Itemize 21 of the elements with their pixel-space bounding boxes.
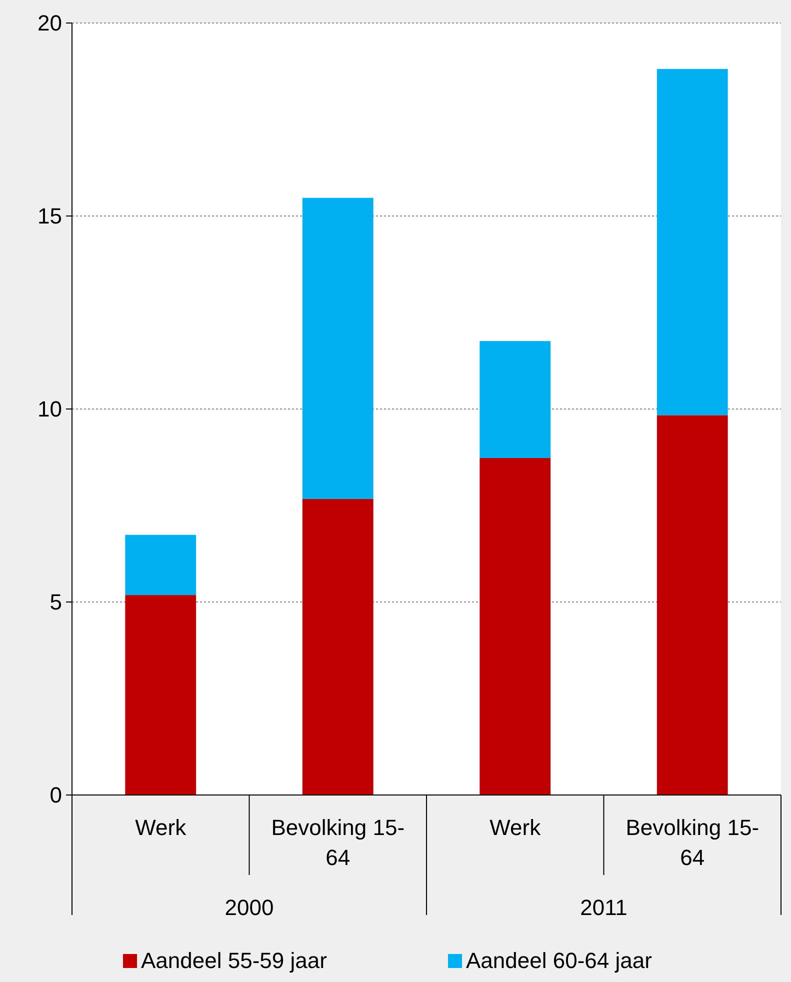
bar <box>656 68 728 416</box>
x-tick-label: Werk <box>135 815 188 840</box>
bar <box>302 198 374 499</box>
x-tick-label: Bevolking 15-64 <box>626 815 760 870</box>
y-tick-label: 5 <box>50 590 62 615</box>
legend-label: Aandeel 60-64 jaar <box>466 948 652 973</box>
text: 2011 <box>580 895 628 920</box>
bar <box>480 341 551 458</box>
y-tick-label: 10 <box>38 396 62 422</box>
y-tick-label: 15 <box>38 204 62 229</box>
x-tick-label: Bevolking 15-64 <box>271 815 405 870</box>
text: 2000 <box>224 895 274 920</box>
bar <box>302 498 374 795</box>
bar <box>480 458 551 795</box>
legend-label: Aandeel 55-59 jaar <box>141 948 327 973</box>
bar <box>656 415 728 795</box>
x-tick-label: Werk <box>490 815 542 840</box>
y-tick-label: 0 <box>50 782 62 808</box>
bar <box>125 534 196 596</box>
y-tick-label: 20 <box>38 10 62 36</box>
bar <box>125 595 196 795</box>
